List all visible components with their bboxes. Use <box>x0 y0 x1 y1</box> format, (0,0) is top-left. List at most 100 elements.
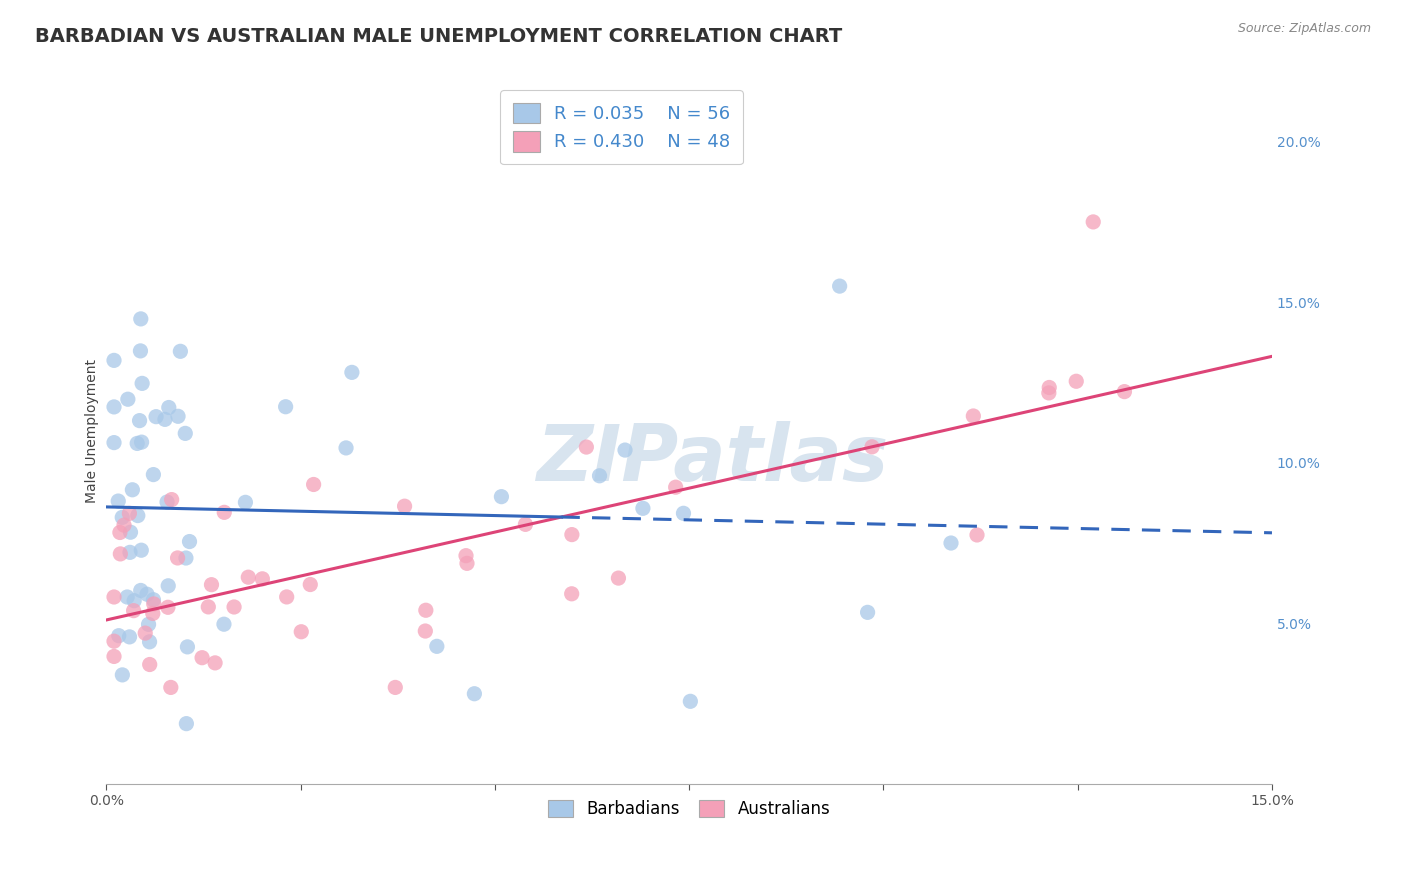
Point <box>110 547 132 561</box>
Point <box>103 649 125 664</box>
Point <box>127 436 149 450</box>
Point <box>117 392 139 407</box>
Point <box>156 495 179 509</box>
Point <box>575 440 598 454</box>
Point <box>128 414 150 428</box>
Point <box>142 607 165 621</box>
Point <box>108 525 131 540</box>
Point <box>1114 384 1136 399</box>
Point <box>138 657 160 672</box>
Point <box>112 518 135 533</box>
Point <box>121 483 143 497</box>
Point <box>384 681 406 695</box>
Point <box>153 412 176 426</box>
Point <box>302 477 325 491</box>
Text: ZIPatlas: ZIPatlas <box>536 421 889 497</box>
Point <box>179 534 201 549</box>
Point <box>142 467 165 482</box>
Point <box>274 400 297 414</box>
Point <box>672 506 695 520</box>
Point <box>828 279 851 293</box>
Point <box>122 604 145 618</box>
Point <box>415 603 437 617</box>
Point <box>118 630 141 644</box>
Point <box>103 435 125 450</box>
Point <box>136 587 159 601</box>
Point <box>299 577 322 591</box>
Point <box>176 640 198 654</box>
Point <box>614 443 637 458</box>
Point <box>966 528 988 542</box>
Point <box>561 527 583 541</box>
Point <box>191 650 214 665</box>
Point <box>103 590 125 604</box>
Point <box>134 626 156 640</box>
Point <box>118 545 141 559</box>
Point <box>174 426 197 441</box>
Point <box>142 592 165 607</box>
Text: BARBADIAN VS AUSTRALIAN MALE UNEMPLOYMENT CORRELATION CHART: BARBADIAN VS AUSTRALIAN MALE UNEMPLOYMEN… <box>35 27 842 45</box>
Point <box>1038 380 1060 394</box>
Point <box>515 517 537 532</box>
Point <box>426 640 449 654</box>
Point <box>631 501 654 516</box>
Point <box>214 505 236 519</box>
Point <box>290 624 312 639</box>
Point <box>129 543 152 558</box>
Point <box>607 571 630 585</box>
Point <box>157 579 180 593</box>
Point <box>276 590 298 604</box>
Point <box>129 583 152 598</box>
Point <box>238 570 260 584</box>
Point <box>1064 374 1087 388</box>
Point <box>860 440 883 454</box>
Point <box>167 409 190 424</box>
Point <box>145 409 167 424</box>
Point <box>222 599 245 614</box>
Point <box>174 551 197 566</box>
Point <box>588 468 610 483</box>
Point <box>127 508 149 523</box>
Point <box>142 597 165 611</box>
Point <box>456 557 478 571</box>
Point <box>252 572 274 586</box>
Point <box>122 593 145 607</box>
Point <box>204 656 226 670</box>
Point <box>1038 385 1060 400</box>
Point <box>138 635 160 649</box>
Point <box>454 549 477 563</box>
Point <box>169 344 191 359</box>
Point <box>138 617 160 632</box>
Point <box>115 590 138 604</box>
Point <box>129 312 152 326</box>
Point <box>131 435 153 450</box>
Point <box>103 400 125 414</box>
Point <box>118 507 141 521</box>
Point <box>129 343 152 358</box>
Point <box>415 624 437 638</box>
Point <box>235 495 257 509</box>
Point <box>962 409 984 423</box>
Point <box>665 480 688 494</box>
Point <box>561 587 583 601</box>
Point <box>120 525 142 540</box>
Point <box>107 629 129 643</box>
Point <box>197 599 219 614</box>
Point <box>939 536 962 550</box>
Point <box>679 694 702 708</box>
Point <box>176 716 198 731</box>
Point <box>131 376 153 391</box>
Point <box>463 687 485 701</box>
Point <box>107 494 129 508</box>
Text: Source: ZipAtlas.com: Source: ZipAtlas.com <box>1237 22 1371 36</box>
Point <box>491 490 513 504</box>
Point <box>394 499 416 513</box>
Point <box>335 441 357 455</box>
Y-axis label: Male Unemployment: Male Unemployment <box>86 359 100 502</box>
Point <box>111 668 134 682</box>
Point <box>856 605 879 619</box>
Point <box>157 401 180 415</box>
Point <box>212 617 235 632</box>
Point <box>159 681 181 695</box>
Point <box>1083 215 1105 229</box>
